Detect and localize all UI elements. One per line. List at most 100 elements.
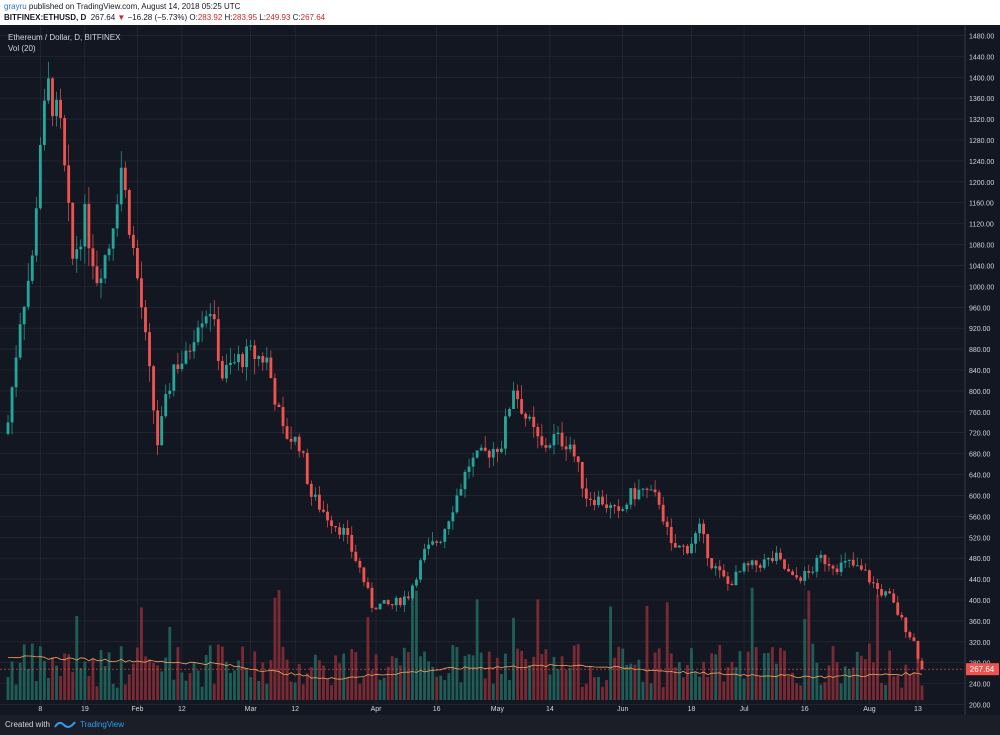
volume-bar bbox=[297, 664, 301, 700]
candle-body bbox=[378, 603, 382, 610]
candle-body bbox=[245, 346, 249, 368]
candle-body bbox=[540, 436, 544, 446]
candle-body bbox=[730, 583, 734, 586]
volume-bar bbox=[386, 666, 390, 700]
volume-bar bbox=[823, 682, 827, 700]
volume-bar bbox=[435, 676, 439, 700]
candle-body bbox=[313, 494, 317, 497]
volume-bar bbox=[588, 666, 592, 700]
candle-body bbox=[322, 509, 325, 512]
volume-bar bbox=[621, 648, 625, 700]
candle-body bbox=[447, 521, 451, 530]
volume-bar bbox=[799, 685, 803, 700]
volume-bar bbox=[904, 664, 908, 700]
volume-bar bbox=[354, 652, 358, 700]
candle-body bbox=[366, 582, 370, 588]
y-tick-label: 1160.00 bbox=[969, 201, 994, 208]
volume-bar bbox=[649, 683, 653, 700]
candle-body bbox=[710, 558, 714, 569]
time-axis-ticks: 8 19 Feb 12 Mar 12 Apr 16 May 14 Jun 18 Jul 16 Aug 13 bbox=[38, 706, 922, 713]
candle-body bbox=[26, 280, 30, 307]
volume-bar bbox=[641, 681, 645, 700]
y-tick-label: 1360.00 bbox=[969, 96, 994, 103]
candle-body bbox=[661, 504, 665, 522]
volume-bar bbox=[224, 661, 228, 700]
volume-bar bbox=[305, 673, 309, 700]
candle-body bbox=[115, 204, 119, 229]
volume-bar bbox=[168, 627, 172, 700]
volume-bar bbox=[75, 615, 79, 700]
candle-body bbox=[269, 357, 273, 379]
candle-body bbox=[439, 541, 443, 543]
price-axis[interactable] bbox=[965, 25, 1000, 715]
volume-bar bbox=[819, 684, 823, 700]
y-tick-label: 400.00 bbox=[969, 598, 991, 605]
volume-bar bbox=[220, 646, 224, 700]
candle-body bbox=[196, 327, 200, 343]
down-arrow-icon: ▼ bbox=[117, 13, 126, 22]
volume-bar bbox=[245, 668, 249, 700]
y-tick-label: 360.00 bbox=[969, 619, 991, 626]
grid-lines bbox=[0, 25, 965, 705]
volume-bar bbox=[540, 654, 544, 700]
volume-bars bbox=[6, 586, 924, 700]
candle-body bbox=[872, 582, 875, 584]
volume-bar bbox=[617, 646, 621, 700]
volume-bar bbox=[827, 665, 831, 700]
chart-title: Ethereum / Dollar, D, BITFINEX bbox=[8, 33, 121, 42]
candle-body bbox=[702, 523, 706, 535]
volume-bar bbox=[597, 676, 600, 700]
candle-body bbox=[342, 528, 346, 535]
candle-body bbox=[398, 597, 402, 606]
candle-body bbox=[91, 248, 95, 267]
volume-bar bbox=[42, 660, 46, 700]
candle-body bbox=[42, 100, 46, 145]
tradingview-brand-link[interactable]: TradingView bbox=[80, 720, 125, 729]
volume-bar bbox=[722, 681, 726, 700]
footer: Created with TradingView bbox=[0, 715, 1000, 735]
chart-area[interactable]: 200.00240.00280.00320.00360.00400.00440.… bbox=[0, 25, 1000, 715]
volume-bar bbox=[758, 676, 762, 700]
candle-body bbox=[621, 509, 625, 511]
candle-body bbox=[305, 452, 309, 484]
volume-bar bbox=[657, 648, 661, 700]
candle-body bbox=[180, 363, 184, 369]
y-tick-label: 1280.00 bbox=[969, 138, 994, 145]
candle-body bbox=[338, 527, 342, 535]
candle-body bbox=[140, 278, 143, 308]
y-tick-label: 480.00 bbox=[969, 556, 991, 563]
candle-body bbox=[520, 399, 524, 414]
volume-bar bbox=[884, 685, 888, 700]
candle-body bbox=[427, 544, 431, 549]
volume-bar bbox=[241, 646, 244, 700]
volume-bar bbox=[415, 590, 418, 700]
candle-body bbox=[164, 394, 168, 417]
x-tick-label: 12 bbox=[178, 706, 186, 713]
price-chart[interactable]: 200.00240.00280.00320.00360.00400.00440.… bbox=[0, 25, 1000, 715]
candle-body bbox=[63, 118, 67, 166]
volume-bar bbox=[200, 686, 204, 700]
candle-body bbox=[212, 314, 216, 320]
volume-bar bbox=[512, 617, 515, 700]
x-tick-label: 19 bbox=[81, 706, 89, 713]
candle-body bbox=[18, 324, 22, 358]
candle-body bbox=[690, 543, 693, 554]
created-with-label: Created with bbox=[5, 720, 50, 729]
volume-bar bbox=[423, 651, 426, 700]
candle-body bbox=[694, 533, 697, 544]
author-link[interactable]: grayru bbox=[4, 2, 27, 11]
volume-bar bbox=[859, 655, 863, 700]
volume-bar bbox=[390, 656, 394, 700]
y-tick-label: 600.00 bbox=[969, 493, 991, 500]
volume-bar bbox=[34, 681, 38, 700]
candle-body bbox=[706, 534, 710, 559]
candle-body bbox=[859, 565, 863, 570]
volume-bar bbox=[673, 667, 677, 700]
candle-body bbox=[131, 234, 135, 249]
volume-bar bbox=[520, 650, 524, 700]
candle-body bbox=[423, 548, 426, 561]
volume-bar bbox=[669, 653, 673, 700]
volume-bar bbox=[556, 669, 560, 700]
candle-body bbox=[774, 552, 778, 561]
candle-body bbox=[884, 591, 888, 596]
